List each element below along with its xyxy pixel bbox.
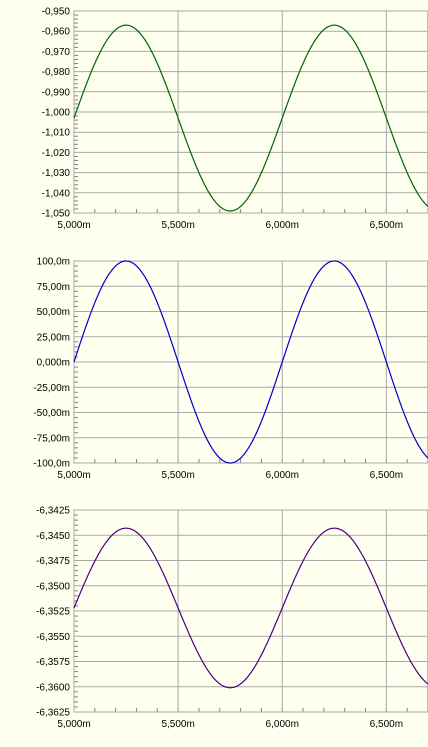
y-tick-label: 25,00m xyxy=(37,332,70,343)
y-tick-label: -75,00m xyxy=(33,433,70,444)
y-tick-label: -0,950 xyxy=(42,7,71,18)
x-tick-label: 5,000m xyxy=(57,220,90,231)
y-tick-label: -6,3550 xyxy=(36,632,70,643)
y-tick-label: -6,3525 xyxy=(36,607,70,618)
y-tick-label: -25,00m xyxy=(33,383,70,394)
x-tick-label: 6,000m xyxy=(266,470,299,481)
x-tick-label: 6,000m xyxy=(266,220,299,231)
y-tick-label: -1,030 xyxy=(42,168,71,179)
x-tick-label: 6,500m xyxy=(370,220,403,231)
chart-panel-3: -6,3425 -6,3450 -6,3475 -6,3500 -6,3525 -6,35… xyxy=(36,506,428,731)
y-tick-label: -0,990 xyxy=(42,87,71,98)
y-tick-label: -0,980 xyxy=(42,67,71,78)
y-tick-label: -6,3625 xyxy=(36,708,70,719)
y-tick-label: -1,020 xyxy=(42,148,71,159)
y-tick-label: -50,00m xyxy=(33,408,70,419)
x-tick-label: 6,500m xyxy=(370,719,403,730)
y-tick-label: -6,3475 xyxy=(36,556,70,567)
y-tick-label: -0,960 xyxy=(42,27,71,38)
y-tick-label: -6,3425 xyxy=(36,506,70,517)
x-tick-label: 6,000m xyxy=(266,719,299,730)
x-tick-label: 5,000m xyxy=(57,719,90,730)
chart-panel-1: -0,950 -0,960 -0,970 -0,980 -0,990 -1,000 -1,0… xyxy=(42,7,428,232)
y-tick-label: -0,970 xyxy=(42,47,71,58)
y-tick-label: -6,3500 xyxy=(36,581,70,592)
y-tick-label: 75,00m xyxy=(37,282,70,293)
y-tick-label: 0,000m xyxy=(37,358,70,369)
x-tick-label: 5,000m xyxy=(57,470,90,481)
y-tick-label: -1,000 xyxy=(42,108,71,119)
x-tick-label: 5,500m xyxy=(161,470,194,481)
y-tick-label: -6,3575 xyxy=(36,657,70,668)
x-tick-label: 5,500m xyxy=(161,719,194,730)
y-tick-label: 50,00m xyxy=(37,307,70,318)
y-tick-label: 100,0m xyxy=(37,257,70,268)
x-tick-label: 5,500m xyxy=(161,220,194,231)
y-tick-label: -1,050 xyxy=(42,209,71,220)
y-tick-label: -6,3450 xyxy=(36,531,70,542)
y-tick-label: -1,010 xyxy=(42,128,71,139)
y-tick-label: -100,0m xyxy=(33,459,70,470)
chart-panel-2: 100,0m 75,00m 50,00m 25,00m 0,000m -25,00m -50… xyxy=(33,257,428,482)
y-tick-label: -6,3600 xyxy=(36,682,70,693)
x-tick-label: 6,500m xyxy=(370,470,403,481)
y-tick-label: -1,040 xyxy=(42,188,71,199)
